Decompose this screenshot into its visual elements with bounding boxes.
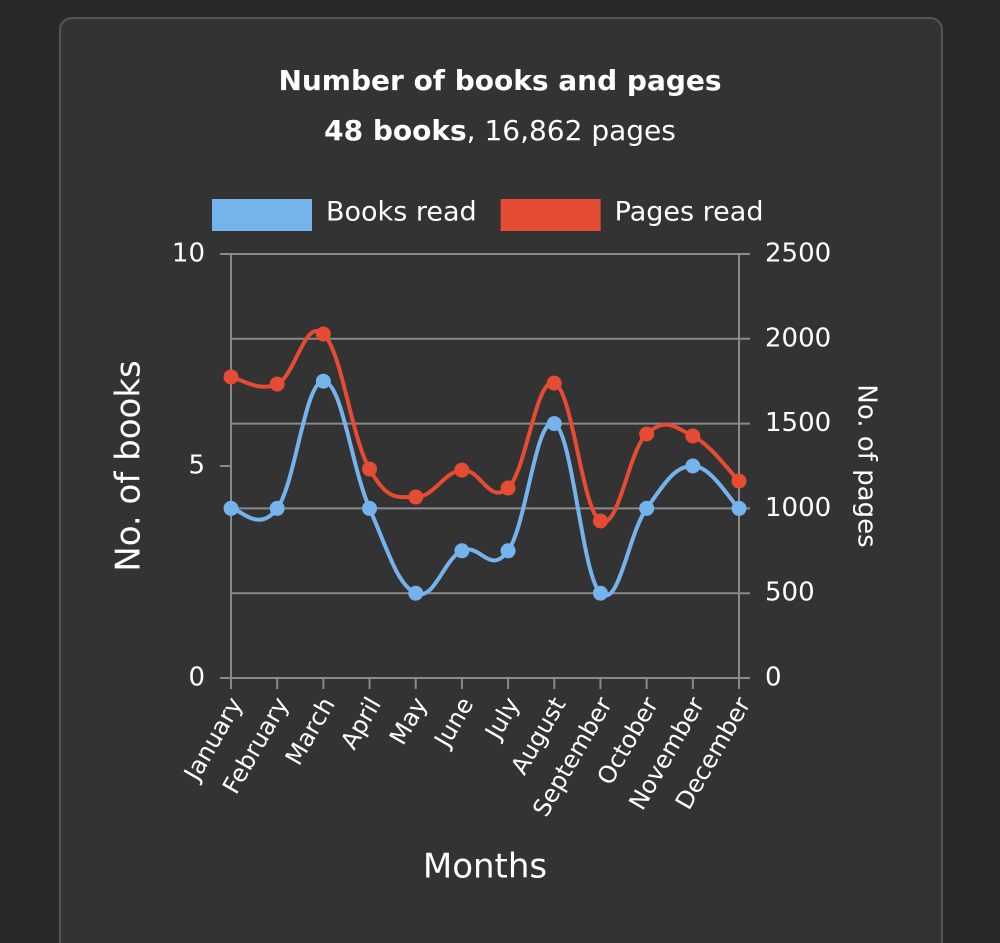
point: [454, 543, 470, 559]
point: [731, 500, 747, 516]
y2-tick-label: 2500: [765, 239, 831, 269]
y-tick-label: 0: [188, 663, 205, 693]
y2-tick-label: 0: [765, 663, 782, 693]
legend-label: Pages read: [615, 197, 764, 228]
subtitle-rest: , 16,862 pages: [467, 114, 676, 147]
point: [546, 375, 562, 391]
y-tick-label: 5: [188, 451, 205, 481]
point: [454, 462, 470, 478]
point: [315, 373, 331, 389]
y2-axis-label: No. of pages: [852, 384, 882, 547]
point: [685, 458, 701, 474]
y2-tick-label: 500: [765, 578, 815, 608]
point: [592, 585, 608, 601]
point: [546, 416, 562, 432]
point: [685, 428, 701, 444]
card: [59, 17, 943, 943]
legend-label: Books read: [326, 197, 477, 228]
point: [592, 513, 608, 529]
chart-subtitle: 48 books, 16,862 pages: [324, 114, 676, 147]
point: [315, 326, 331, 342]
y-tick-label: 10: [172, 239, 205, 269]
point: [269, 500, 285, 516]
chart-title: Number of books and pages: [278, 64, 721, 97]
point: [731, 473, 747, 489]
legend-swatch: [500, 199, 601, 231]
subtitle-bold: 48 books: [324, 114, 467, 147]
point: [408, 585, 424, 601]
point: [223, 369, 239, 385]
point: [500, 480, 516, 496]
point: [639, 500, 655, 516]
x-axis-label: Months: [423, 847, 547, 887]
y2-tick-label: 1000: [765, 493, 831, 523]
point: [408, 489, 424, 505]
y-axis-label: No. of books: [109, 360, 149, 571]
point: [362, 461, 378, 477]
point: [639, 426, 655, 442]
y2-tick-label: 1500: [765, 408, 831, 438]
point: [269, 376, 285, 392]
point: [223, 500, 239, 516]
point: [500, 543, 516, 559]
y2-tick-label: 2000: [765, 323, 831, 353]
legend-swatch: [212, 199, 312, 231]
point: [362, 500, 378, 516]
